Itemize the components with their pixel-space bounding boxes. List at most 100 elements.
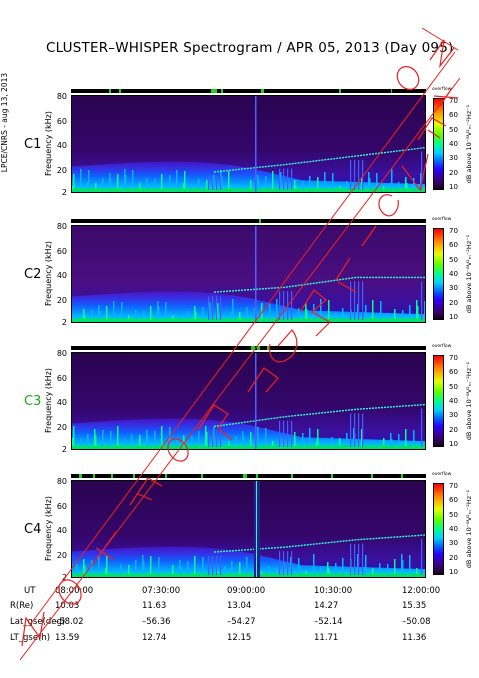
harmonic-streak [362, 281, 364, 320]
colorbar-tick: 60 [449, 496, 458, 505]
y-tick: 2 [61, 188, 67, 197]
emission-spike [180, 566, 182, 574]
emission-spike [335, 563, 337, 574]
harmonic-streak [220, 296, 222, 320]
emission-spike [150, 306, 152, 319]
emission-spike [405, 429, 407, 446]
ephemeris-value: 12.15 [227, 633, 252, 643]
harmonic-streak [208, 430, 210, 447]
colorbar-tick: 50 [449, 382, 458, 391]
emission-spike [417, 306, 419, 319]
harmonic-streak [287, 291, 289, 320]
emission-spike [406, 183, 408, 189]
emission-spike [110, 431, 112, 446]
emission-spike [139, 435, 141, 446]
emission-spike [379, 563, 381, 574]
emission-spike [176, 170, 178, 189]
emission-spike [154, 431, 156, 446]
emission-spike [180, 316, 182, 319]
emission-spike [143, 561, 145, 574]
emission-spike [206, 432, 208, 446]
emission-spike [320, 299, 322, 319]
coverage-mark [261, 89, 264, 93]
panel-label-c1: C1 [24, 137, 42, 152]
harmonic-streak [291, 291, 293, 320]
emission-spike [376, 443, 378, 446]
emission-spike [280, 442, 282, 446]
harmonic-streak [216, 175, 218, 190]
y-tick: 80 [56, 92, 67, 102]
emission-spike [261, 571, 263, 574]
y-tick: 60 [56, 501, 67, 511]
spectrogram-c2 [71, 225, 426, 323]
harmonic-streak [287, 168, 289, 190]
harmonic-streak [208, 296, 210, 320]
emission-spike [84, 565, 86, 574]
emission-spike [202, 557, 204, 574]
emission-spike [298, 308, 300, 319]
colorbar-tick: 40 [449, 525, 458, 533]
emission-spike [209, 570, 211, 574]
harmonic-streak [358, 413, 360, 447]
emission-spike [206, 180, 208, 189]
emission-spike [383, 186, 385, 189]
emission-spike [172, 565, 174, 574]
emission-spike [309, 176, 311, 189]
coverage-mark [165, 474, 167, 478]
emission-spike [99, 311, 101, 319]
ephemeris-value: 11.63 [142, 601, 167, 611]
y-tick: 60 [56, 246, 67, 256]
emission-spike [176, 440, 178, 446]
emission-spike [268, 566, 270, 574]
emission-spike [191, 436, 193, 446]
harmonic-streak [421, 538, 423, 575]
ephemeris-value: –56.36 [142, 617, 171, 627]
ephemeris-value: 11.71 [314, 633, 339, 643]
colorbar-tick: 70 [449, 97, 458, 105]
emission-spike [402, 310, 404, 319]
emission-spike [117, 174, 119, 189]
emission-spike [294, 432, 296, 446]
colorbar-tick: 10 [449, 440, 458, 448]
emission-spike [195, 312, 197, 319]
emission-spike [102, 430, 104, 446]
y-tick: 80 [56, 222, 67, 232]
interference-line [256, 481, 257, 577]
emission-spike [369, 178, 371, 189]
colorbar-tick: 40 [449, 270, 458, 278]
ephemeris-value: 12:00:00 [402, 586, 441, 596]
colorbar [433, 355, 444, 447]
ephemeris-value: 15.35 [402, 601, 427, 611]
emission-spike [135, 560, 137, 574]
emission-spike [387, 314, 389, 319]
emission-spike [228, 171, 230, 189]
colorbar-label: dB above 10⁻⁸V²ₘ⁻²Hz⁻¹ [465, 234, 474, 314]
colorbar-tick: 30 [449, 284, 458, 293]
emission-spike [161, 426, 163, 446]
emission-spike [313, 304, 315, 319]
emission-spike [235, 436, 237, 446]
harmonic-streak [208, 175, 210, 190]
colorbar-tick: 20 [449, 425, 458, 434]
instrument-stripe [255, 226, 257, 322]
emission-spike [372, 568, 374, 574]
emission-spike [280, 172, 282, 189]
emission-spike [365, 305, 367, 319]
harmonic-streak [287, 420, 289, 447]
emission-spike [113, 301, 115, 319]
emission-spike [217, 303, 219, 319]
emission-spike [128, 315, 130, 319]
emission-spike [95, 435, 97, 446]
emission-spike [302, 433, 304, 446]
harmonic-streak [279, 291, 281, 320]
emission-spike [424, 301, 425, 319]
ephemeris-value: –58.02 [55, 617, 84, 627]
ephemeris-value: –50.08 [402, 617, 431, 627]
emission-spike [228, 441, 230, 446]
time-coverage-bar [71, 89, 426, 93]
emission-spike [147, 436, 149, 446]
colorbar-tick: 50 [449, 125, 458, 134]
emission-spike [224, 316, 226, 319]
y-tick: 20 [56, 550, 67, 560]
emission-spike [332, 173, 334, 189]
